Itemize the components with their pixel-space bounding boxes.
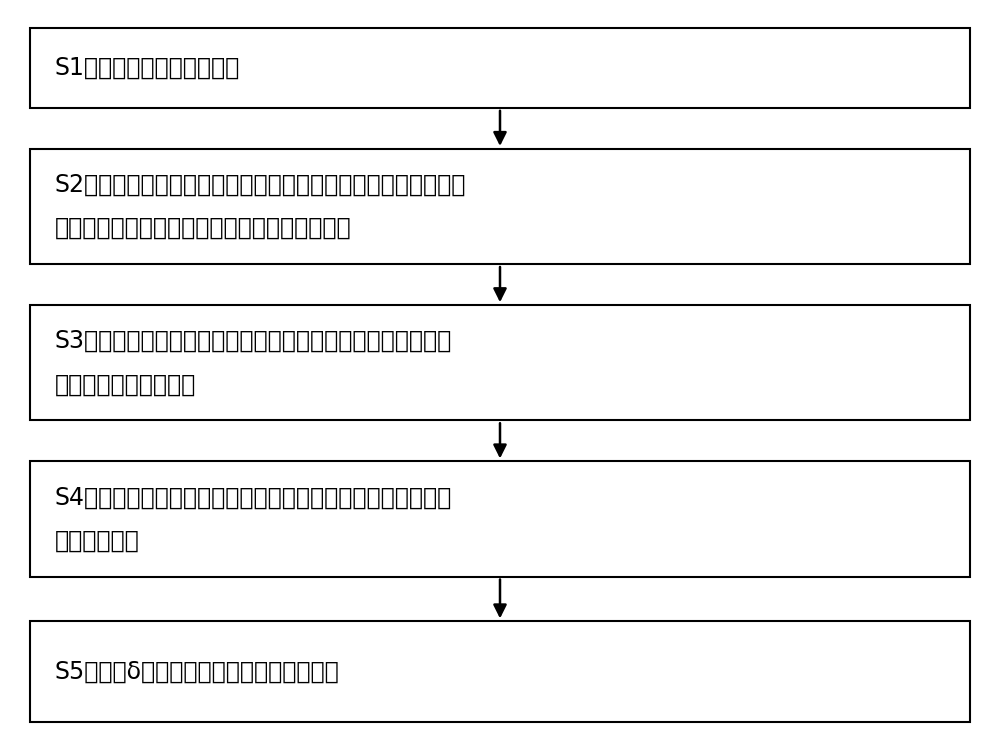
Text: 出反馈控制器: 出反馈控制器: [55, 528, 140, 553]
Text: S4，基于所述两关节机器人系统的测量信号，设计追踪模糊输: S4，基于所述两关节机器人系统的测量信号，设计追踪模糊输: [55, 485, 452, 510]
Text: S3，基于所述数学模型以及模糊模型的表达方法，将所述非线: S3，基于所述数学模型以及模糊模型的表达方法，将所述非线: [55, 329, 452, 353]
FancyBboxPatch shape: [30, 461, 970, 577]
Text: 所述数学模型属于一个具有强耦合的非线性系统: 所述数学模型属于一个具有强耦合的非线性系统: [55, 216, 352, 240]
Text: 性系统转化为模糊系统: 性系统转化为模糊系统: [55, 372, 196, 397]
FancyBboxPatch shape: [30, 149, 970, 264]
FancyBboxPatch shape: [30, 305, 970, 420]
FancyBboxPatch shape: [30, 621, 970, 722]
Text: S5，设计δ算子滤波器，用于过滤测量噪声: S5，设计δ算子滤波器，用于过滤测量噪声: [55, 659, 340, 684]
Text: S2，根据动力学原理，建立所述两关节机器人系统的数学模型，: S2，根据动力学原理，建立所述两关节机器人系统的数学模型，: [55, 173, 466, 197]
FancyBboxPatch shape: [30, 28, 970, 108]
Text: S1，搭建两关节机器人系统: S1，搭建两关节机器人系统: [55, 56, 240, 80]
